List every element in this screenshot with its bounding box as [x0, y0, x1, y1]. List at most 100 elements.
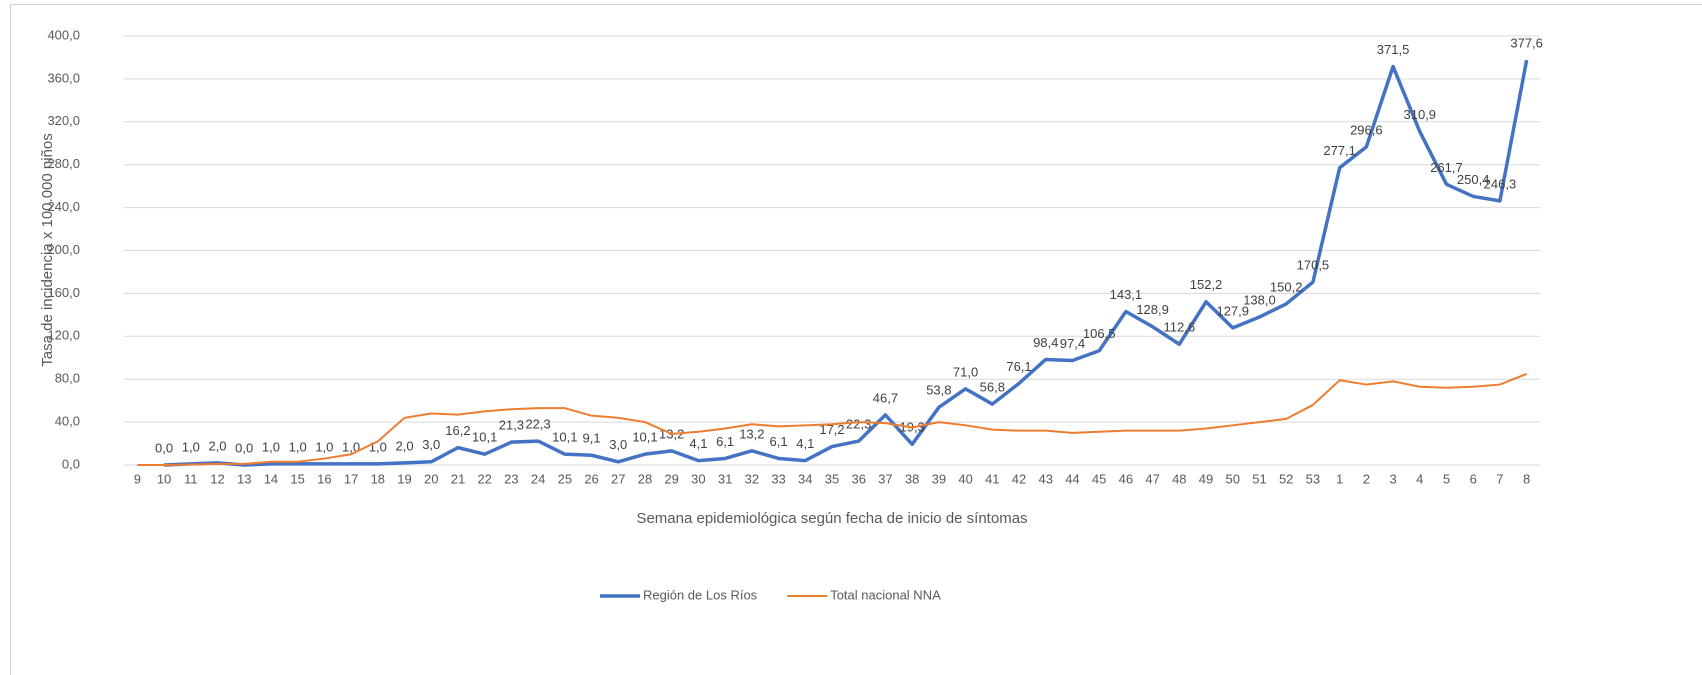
data-label: 6,1 [716, 434, 734, 449]
x-tick-label: 27 [611, 471, 625, 486]
legend-label: Región de Los Ríos [643, 587, 758, 602]
data-label: 2,0 [395, 438, 413, 453]
data-label: 3,0 [609, 437, 627, 452]
x-tick-label: 10 [157, 471, 171, 486]
data-label: 277,1 [1323, 143, 1356, 158]
data-label: 0,0 [155, 440, 173, 455]
data-label: 143,1 [1110, 287, 1143, 302]
x-tick-label: 49 [1199, 471, 1213, 486]
data-label: 71,0 [953, 364, 978, 379]
x-tick-label: 11 [184, 471, 198, 486]
x-tick-label: 18 [371, 471, 385, 486]
x-tick-label: 31 [718, 471, 732, 486]
y-axis-title: Tasa de incidencia x 100.000 niños [39, 133, 56, 367]
data-label: 22,3 [846, 417, 871, 432]
x-tick-label: 43 [1039, 471, 1053, 486]
x-tick-label: 4 [1416, 471, 1423, 486]
x-tick-label: 1 [1336, 471, 1343, 486]
y-tick-label: 160,0 [47, 285, 80, 300]
y-tick-label: 400,0 [47, 27, 80, 42]
series-line [164, 59, 1529, 467]
data-label: 16,2 [445, 423, 470, 438]
data-label: 106,5 [1083, 326, 1116, 341]
x-tick-label: 29 [664, 471, 678, 486]
data-label: 310,9 [1404, 107, 1437, 122]
data-label: 1,0 [289, 439, 307, 454]
x-tick-label: 53 [1306, 471, 1320, 486]
y-tick-label: 240,0 [47, 199, 80, 214]
data-label: 296,6 [1350, 122, 1383, 137]
data-label: 150,2 [1270, 279, 1303, 294]
data-label: 127,9 [1216, 303, 1249, 318]
x-tick-label: 45 [1092, 471, 1106, 486]
x-tick-label: 30 [691, 471, 705, 486]
data-label: 2,0 [208, 438, 226, 453]
data-label: 6,1 [770, 434, 788, 449]
data-label: 377,6 [1510, 35, 1543, 50]
series-line [137, 372, 1528, 466]
x-tick-label: 12 [210, 471, 224, 486]
data-label: 1,0 [182, 439, 200, 454]
y-tick-label: 200,0 [47, 242, 80, 257]
data-label: 10,1 [552, 430, 577, 445]
x-axis-title: Semana epidemiológica según fecha de ini… [636, 510, 1027, 527]
data-label: 250,4 [1457, 172, 1490, 187]
x-tick-label: 47 [1145, 471, 1159, 486]
x-tick-label: 22 [477, 471, 491, 486]
y-tick-label: 280,0 [47, 156, 80, 171]
data-label: 9,1 [583, 431, 601, 446]
x-tick-label: 16 [317, 471, 331, 486]
legend-label: Total nacional NNA [830, 587, 941, 602]
data-label: 1,0 [262, 439, 280, 454]
data-label: 170,5 [1297, 258, 1330, 273]
data-label: 21,3 [499, 418, 524, 433]
x-tick-label: 20 [424, 471, 438, 486]
x-tick-label: 51 [1252, 471, 1266, 486]
data-label: 152,2 [1190, 277, 1223, 292]
x-tick-label: 17 [344, 471, 358, 486]
x-tick-label: 19 [397, 471, 411, 486]
y-tick-label: 360,0 [47, 70, 80, 85]
data-label: 53,8 [926, 383, 951, 398]
x-tick-label: 7 [1496, 471, 1503, 486]
data-label: 56,8 [980, 380, 1005, 395]
x-tick-label: 5 [1443, 471, 1450, 486]
y-tick-label: 40,0 [55, 414, 80, 429]
x-tick-label: 33 [771, 471, 785, 486]
data-label: 4,1 [689, 436, 707, 451]
data-label: 1,0 [315, 439, 333, 454]
x-tick-label: 26 [584, 471, 598, 486]
data-label: 4,1 [796, 436, 814, 451]
data-label: 10,1 [632, 430, 657, 445]
x-tick-label: 3 [1389, 471, 1396, 486]
x-tick-label: 50 [1226, 471, 1240, 486]
data-label: 0,0 [235, 440, 253, 455]
x-tick-label: 14 [264, 471, 278, 486]
x-tick-label: 42 [1012, 471, 1026, 486]
y-tick-label: 0,0 [62, 456, 80, 471]
x-tick-label: 21 [451, 471, 465, 486]
x-tick-label: 41 [985, 471, 999, 486]
data-label: 97,4 [1060, 336, 1085, 351]
data-label: 10,1 [472, 430, 497, 445]
x-tick-label: 6 [1470, 471, 1477, 486]
x-tick-label: 32 [745, 471, 759, 486]
chart-border [10, 4, 1702, 675]
y-tick-label: 80,0 [55, 371, 80, 386]
x-tick-label: 23 [504, 471, 518, 486]
x-tick-label: 28 [638, 471, 652, 486]
y-tick-label: 120,0 [47, 328, 80, 343]
x-tick-label: 48 [1172, 471, 1186, 486]
x-tick-label: 44 [1065, 471, 1079, 486]
data-label: 371,5 [1377, 42, 1410, 57]
x-tick-label: 46 [1119, 471, 1133, 486]
x-tick-label: 13 [237, 471, 251, 486]
data-label: 46,7 [873, 390, 898, 405]
data-label: 1,0 [342, 439, 360, 454]
x-tick-label: 25 [558, 471, 572, 486]
y-tick-label: 320,0 [47, 113, 80, 128]
x-tick-label: 34 [798, 471, 812, 486]
data-label: 13,2 [739, 426, 764, 441]
x-tick-label: 2 [1363, 471, 1370, 486]
